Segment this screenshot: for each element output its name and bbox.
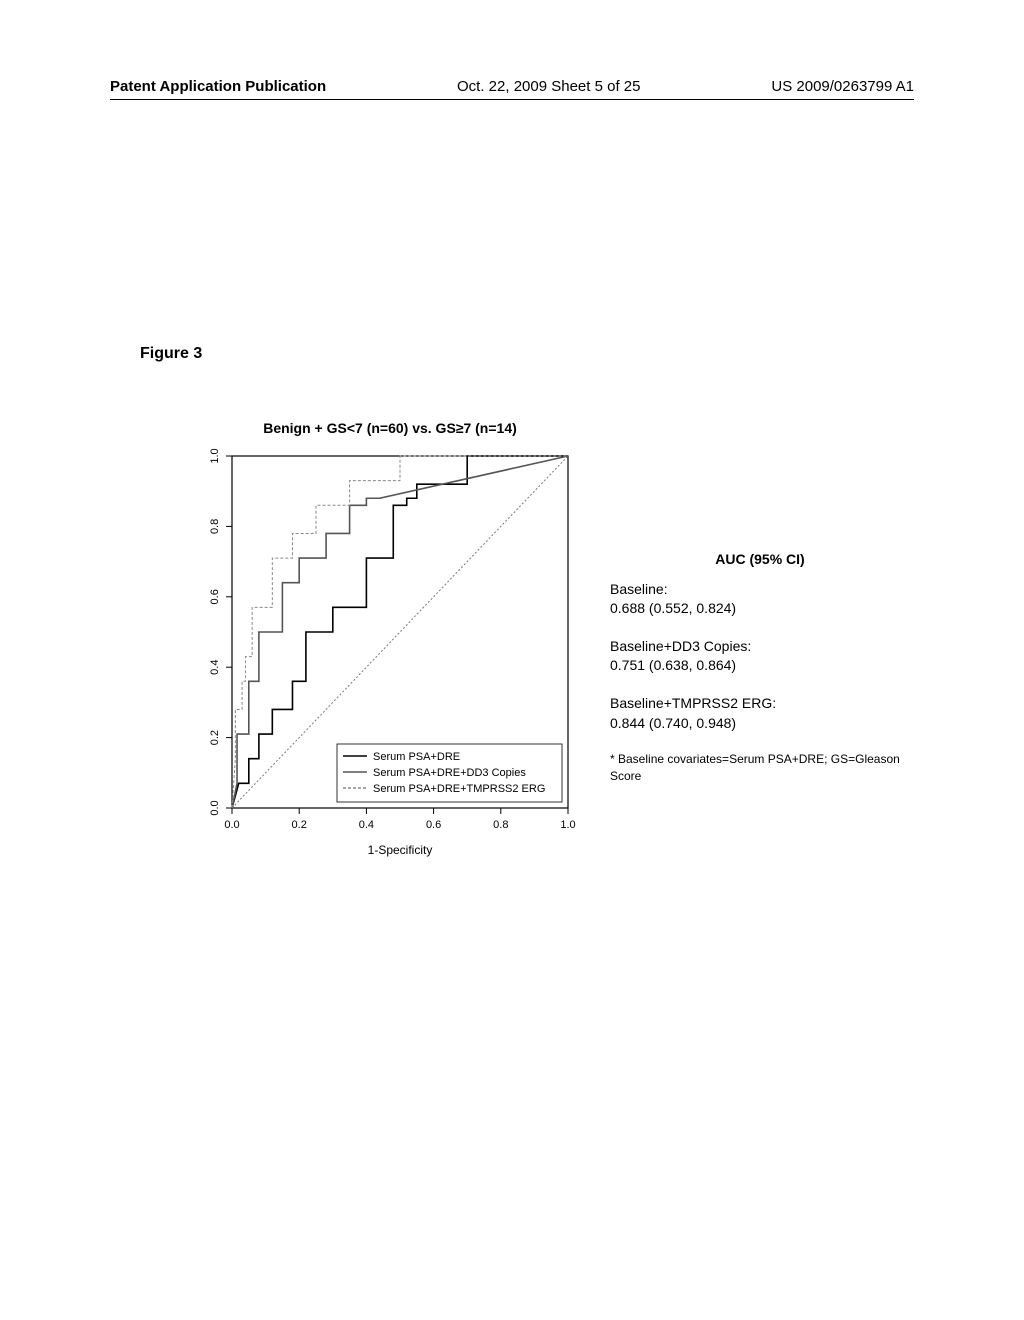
header-center: Oct. 22, 2009 Sheet 5 of 25 <box>457 78 640 95</box>
svg-text:0.0: 0.0 <box>224 819 239 831</box>
auc-group-2: Baseline+TMPRSS2 ERG: 0.844 (0.740, 0.94… <box>610 694 910 733</box>
svg-text:1-Specificity: 1-Specificity <box>368 843 433 857</box>
auc-footnote: * Baseline covariates=Serum PSA+DRE; GS=… <box>610 751 910 785</box>
auc-label-1: Baseline+DD3 Copies: <box>610 637 910 657</box>
header-right: US 2009/0263799 A1 <box>771 78 914 95</box>
svg-text:Serum PSA+DRE: Serum PSA+DRE <box>373 751 460 763</box>
header-left: Patent Application Publication <box>110 78 326 95</box>
auc-group-1: Baseline+DD3 Copies: 0.751 (0.638, 0.864… <box>610 637 910 676</box>
auc-label-2: Baseline+TMPRSS2 ERG: <box>610 694 910 714</box>
svg-text:1.0: 1.0 <box>560 819 575 831</box>
svg-text:0.4: 0.4 <box>209 660 221 675</box>
svg-text:0.6: 0.6 <box>209 589 221 604</box>
figure-label: Figure 3 <box>140 345 202 363</box>
svg-text:0.2: 0.2 <box>209 730 221 745</box>
roc-chart: 0.0 0.2 0.4 0.6 0.8 1.0 0.0 0.2 0.4 0.6 0.8 1.0 1-Sp… <box>160 446 580 866</box>
chart-title: Benign + GS<7 (n=60) vs. GS≥7 (n=14) <box>200 420 580 436</box>
svg-text:0.8: 0.8 <box>209 519 221 534</box>
auc-value-2: 0.844 (0.740, 0.948) <box>610 714 910 734</box>
page-header: Patent Application Publication Oct. 22, … <box>110 78 914 100</box>
svg-text:0.2: 0.2 <box>292 819 307 831</box>
auc-label-0: Baseline: <box>610 580 910 600</box>
auc-title: AUC (95% CI) <box>610 550 910 570</box>
auc-panel: AUC (95% CI) Baseline: 0.688 (0.552, 0.8… <box>610 550 910 785</box>
svg-text:0.4: 0.4 <box>359 819 374 831</box>
svg-text:0.6: 0.6 <box>426 819 441 831</box>
auc-value-0: 0.688 (0.552, 0.824) <box>610 599 910 619</box>
auc-value-1: 0.751 (0.638, 0.864) <box>610 656 910 676</box>
auc-group-0: Baseline: 0.688 (0.552, 0.824) <box>610 580 910 619</box>
svg-text:Serum PSA+DRE+TMPRSS2 ERG: Serum PSA+DRE+TMPRSS2 ERG <box>373 783 545 795</box>
svg-text:1.0: 1.0 <box>209 448 221 463</box>
figure-area: Benign + GS<7 (n=60) vs. GS≥7 (n=14) 0.0… <box>160 420 580 866</box>
svg-text:0.8: 0.8 <box>493 819 508 831</box>
svg-text:Serum PSA+DRE+DD3 Copies: Serum PSA+DRE+DD3 Copies <box>373 767 526 779</box>
svg-text:0.0: 0.0 <box>209 800 221 815</box>
